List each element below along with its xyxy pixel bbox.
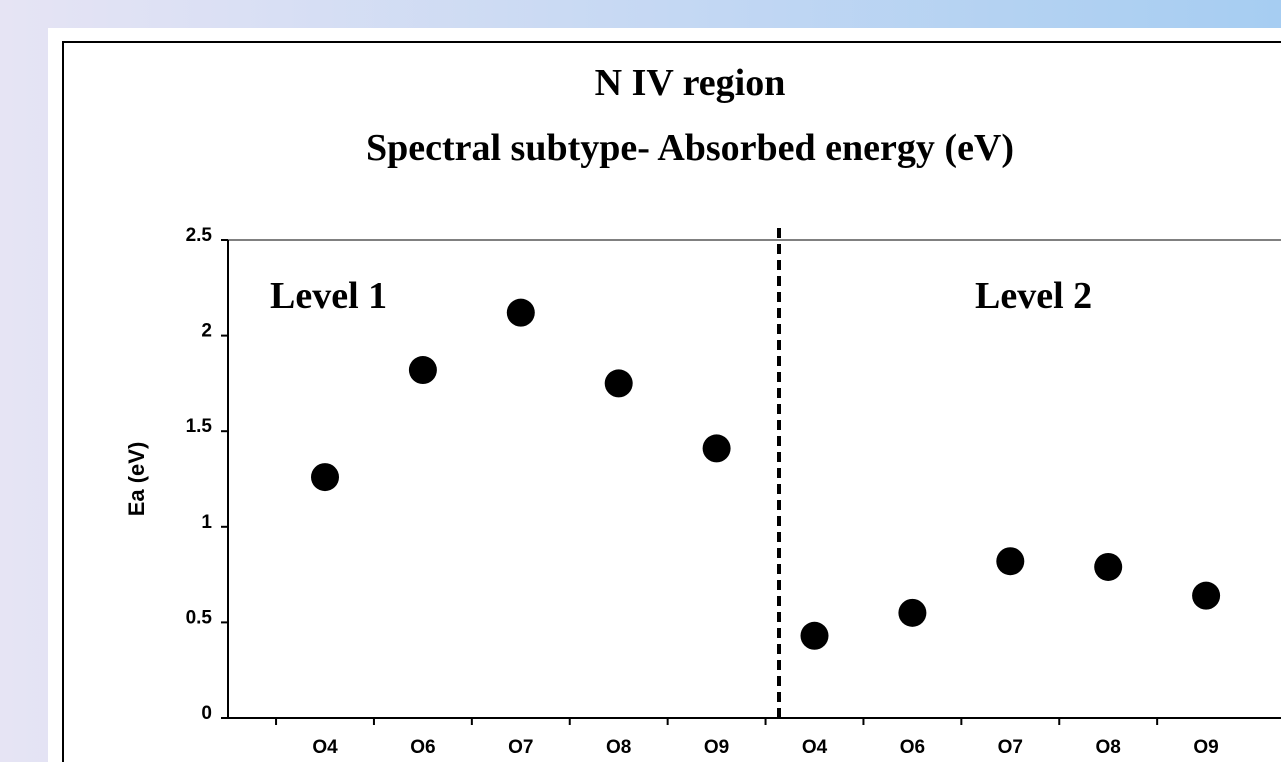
chart-subtitle: Spectral subtype- Absorbed energy (eV): [366, 127, 1014, 169]
point: [800, 621, 829, 650]
point: [506, 298, 535, 327]
x-tick-label: O6: [900, 737, 925, 758]
x-tick-label: O4: [802, 737, 828, 758]
y-tick-label: 1: [201, 512, 212, 533]
annotation: Level 2: [975, 275, 1092, 317]
frame: [62, 41, 1281, 762]
y-axis-label: Ea (eV): [124, 442, 149, 517]
x-tick-label: O8: [606, 737, 631, 758]
panel: [48, 28, 1281, 762]
y-tick-label: 2.5: [186, 225, 213, 246]
point: [996, 547, 1025, 576]
point: [702, 434, 731, 463]
point: [408, 356, 437, 385]
x-tick-label: O9: [704, 737, 729, 758]
y-tick-label: 2: [201, 321, 212, 342]
annotation: Level 1: [270, 275, 387, 317]
y-tick-label: 1.5: [186, 416, 213, 437]
point: [1192, 581, 1221, 610]
x-tick-label: O9: [1193, 737, 1218, 758]
point: [898, 598, 927, 627]
point: [311, 463, 339, 492]
x-tick-label: O7: [998, 737, 1023, 758]
chart-title: N IV region: [595, 62, 786, 104]
y-tick-label: 0.5: [186, 607, 213, 628]
point: [1094, 552, 1123, 581]
x-tick-label: O4: [312, 737, 338, 758]
point: [604, 369, 633, 398]
y-tick-label: 0: [201, 703, 212, 724]
x-tick-label: O6: [410, 737, 435, 758]
x-tick-label: O7: [508, 737, 533, 758]
x-tick-label: O8: [1096, 737, 1121, 758]
